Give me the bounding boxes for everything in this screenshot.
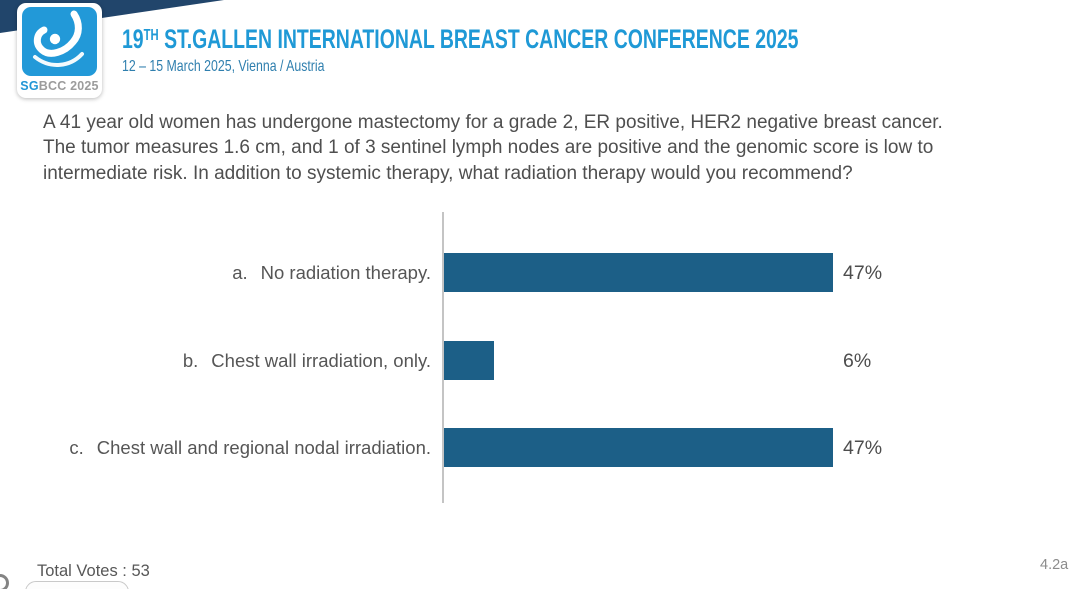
- option-text: No radiation therapy.: [260, 262, 431, 283]
- logo-blue-square: [22, 7, 97, 76]
- option-text: Chest wall irradiation, only.: [211, 350, 431, 371]
- percent-label-b: 6%: [843, 350, 872, 372]
- total-votes-label: Total Votes : 53: [37, 562, 150, 580]
- slide-code: 4.2a: [1040, 557, 1069, 573]
- option-letter: a.: [232, 262, 248, 283]
- edge-control-fragment: [0, 574, 9, 589]
- option-text: Chest wall and regional nodal irradiatio…: [96, 437, 431, 458]
- conference-dates: 12 – 15 March 2025, Vienna / Austria: [122, 58, 325, 75]
- header-title-block: 19TH ST.GALLEN INTERNATIONAL BREAST CANC…: [122, 24, 1062, 76]
- result-bar-c: [444, 428, 833, 467]
- question-text: A 41 year old women has undergone mastec…: [43, 112, 943, 184]
- option-label-c: c. Chest wall and regional nodal irradiat…: [69, 436, 431, 460]
- title-number: 19: [122, 24, 144, 54]
- title-ordinal: TH: [143, 27, 159, 44]
- option-label-a: a. No radiation therapy.: [232, 261, 431, 285]
- percent-label-a: 47%: [843, 262, 883, 284]
- option-letter: c.: [69, 437, 84, 458]
- result-bar-b: [444, 341, 494, 380]
- result-bar-a: [444, 253, 833, 292]
- chart-axis: [442, 212, 444, 503]
- option-letter: b.: [182, 350, 199, 371]
- votes-button[interactable]: [25, 581, 129, 589]
- title-text: ST.GALLEN INTERNATIONAL BREAST CANCER CO…: [158, 24, 799, 54]
- logo-caption-bcc: BCC 2025: [38, 79, 99, 93]
- option-label-b: b. Chest wall irradiation, only.: [183, 349, 431, 373]
- page-title: 19TH ST.GALLEN INTERNATIONAL BREAST CANC…: [122, 24, 798, 55]
- logo-caption: SGBCC 2025: [17, 79, 102, 93]
- percent-label-c: 47%: [843, 437, 883, 459]
- breast-logo-icon: [33, 10, 84, 67]
- conference-logo: SGBCC 2025: [17, 3, 102, 98]
- logo-caption-sg: SG: [20, 79, 39, 93]
